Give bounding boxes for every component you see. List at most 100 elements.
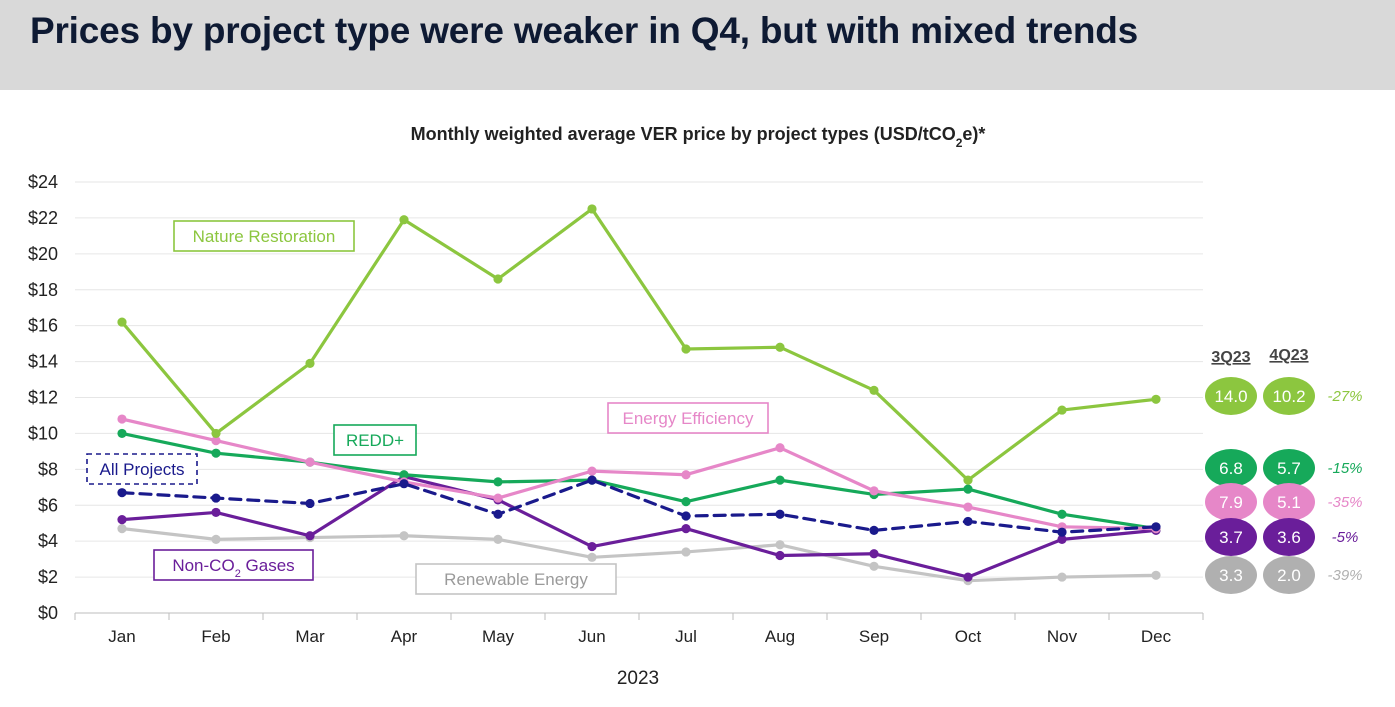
series-all-projects bbox=[117, 475, 1161, 537]
data-point bbox=[399, 479, 409, 489]
x-tick-label: Jul bbox=[675, 627, 697, 646]
data-point bbox=[493, 493, 503, 503]
data-point bbox=[117, 523, 127, 534]
label-frame bbox=[333, 424, 417, 456]
data-point bbox=[399, 215, 409, 225]
data-point bbox=[211, 534, 221, 544]
quarterly-row: 3.3 2.0 -39% bbox=[1205, 556, 1363, 594]
slide-title: Prices by project type were weaker in Q4… bbox=[30, 10, 1139, 51]
series-line bbox=[120, 207, 1158, 482]
data-point bbox=[211, 507, 221, 518]
y-tick-label: $16 bbox=[28, 316, 58, 336]
x-tick-label: Sep bbox=[859, 627, 889, 646]
change-pct: -35% bbox=[1327, 494, 1362, 511]
data-point bbox=[587, 204, 597, 214]
x-tick-label: Feb bbox=[201, 627, 230, 646]
bubble-4q23 bbox=[1263, 449, 1315, 487]
series-label-box: All Projects bbox=[86, 453, 198, 485]
series-line bbox=[120, 526, 1158, 583]
data-point bbox=[681, 547, 691, 557]
line-chart: Monthly weighted average VER price by pr… bbox=[28, 124, 1363, 689]
label-frame bbox=[86, 453, 198, 485]
bubble-4q23 bbox=[1263, 518, 1315, 556]
series-label-box: Energy Efficiency bbox=[607, 402, 769, 434]
data-point bbox=[775, 540, 785, 550]
data-point bbox=[305, 498, 315, 509]
header-3q23: 3Q23 bbox=[1211, 349, 1250, 366]
x-axis-title: 2023 bbox=[617, 668, 659, 689]
series-label-box: Renewable Energy bbox=[415, 563, 617, 595]
data-point bbox=[869, 385, 879, 395]
series-redd bbox=[117, 428, 1161, 534]
data-point bbox=[117, 488, 127, 498]
data-point bbox=[587, 552, 597, 562]
data-point bbox=[587, 466, 597, 476]
data-point bbox=[1057, 509, 1067, 519]
series-nature-restoration bbox=[117, 204, 1161, 485]
data-point bbox=[493, 477, 503, 487]
change-pct: -39% bbox=[1327, 567, 1362, 584]
quarterly-row: 14.0 10.2 -27% bbox=[1205, 377, 1363, 415]
data-point bbox=[775, 550, 785, 561]
y-tick-label: $0 bbox=[38, 603, 58, 623]
data-point bbox=[963, 484, 973, 494]
data-point bbox=[305, 358, 315, 368]
x-tick-label: May bbox=[482, 627, 515, 646]
bubble-3q23 bbox=[1205, 377, 1257, 415]
data-point bbox=[1151, 394, 1161, 404]
series-line bbox=[120, 474, 1158, 579]
series-label: Renewable Energy bbox=[444, 570, 588, 589]
series-label: All Projects bbox=[99, 460, 184, 479]
data-point bbox=[587, 541, 597, 552]
data-point bbox=[869, 525, 879, 535]
y-tick-label: $14 bbox=[28, 352, 58, 372]
series-line bbox=[120, 431, 1158, 531]
data-point bbox=[1151, 522, 1161, 532]
series-label: Nature Restoration bbox=[193, 227, 336, 246]
data-point bbox=[1057, 527, 1067, 537]
series-label: Non-CO2 Gases bbox=[172, 556, 294, 580]
y-tick-label: $6 bbox=[38, 495, 58, 515]
series-lines bbox=[117, 204, 1161, 586]
change-pct: -15% bbox=[1327, 460, 1362, 477]
chart-title: Monthly weighted average VER price by pr… bbox=[411, 124, 986, 150]
series-labels: Nature Restoration Energy Efficiency REDD+… bbox=[86, 220, 769, 595]
value-4q23: 10.2 bbox=[1272, 387, 1305, 406]
header-4q23: 4Q23 bbox=[1269, 347, 1308, 364]
value-4q23: 5.7 bbox=[1277, 459, 1301, 478]
value-3q23: 6.8 bbox=[1219, 459, 1243, 478]
y-tick-label: $20 bbox=[28, 244, 58, 264]
data-point bbox=[1057, 534, 1067, 544]
y-tick-label: $4 bbox=[38, 531, 58, 551]
data-point bbox=[211, 493, 221, 503]
y-tick-label: $8 bbox=[38, 459, 58, 479]
series-label: REDD+ bbox=[346, 431, 404, 450]
bubble-3q23 bbox=[1205, 518, 1257, 556]
x-tick-label: Dec bbox=[1141, 627, 1172, 646]
data-point bbox=[963, 502, 973, 512]
slide-header: Prices by project type were weaker in Q4… bbox=[0, 0, 1395, 90]
x-tick-label: Jan bbox=[108, 627, 135, 646]
series-line bbox=[120, 478, 1158, 534]
data-point bbox=[1151, 570, 1161, 580]
data-point bbox=[681, 470, 691, 480]
data-point bbox=[963, 516, 973, 527]
bubble-4q23 bbox=[1263, 556, 1315, 594]
series-non-co bbox=[117, 471, 1161, 582]
label-frame bbox=[153, 549, 314, 581]
data-point bbox=[399, 531, 409, 541]
value-3q23: 3.3 bbox=[1219, 566, 1243, 585]
series-line bbox=[120, 417, 1158, 531]
value-4q23: 2.0 bbox=[1277, 566, 1301, 585]
value-3q23: 7.9 bbox=[1219, 493, 1243, 512]
change-pct: -27% bbox=[1327, 388, 1362, 405]
value-3q23: 3.7 bbox=[1219, 528, 1243, 547]
quarterly-row: 3.7 3.6 -5% bbox=[1205, 518, 1358, 556]
data-point bbox=[963, 475, 973, 485]
data-point bbox=[869, 561, 879, 571]
series-label-box: Nature Restoration bbox=[173, 220, 355, 252]
data-point bbox=[1057, 572, 1067, 582]
value-4q23: 5.1 bbox=[1277, 493, 1301, 512]
x-axis: Jan Feb Mar Apr May Jun Jul Aug Sep Oct Nov Dec bbox=[74, 613, 1204, 646]
data-point bbox=[117, 515, 127, 525]
